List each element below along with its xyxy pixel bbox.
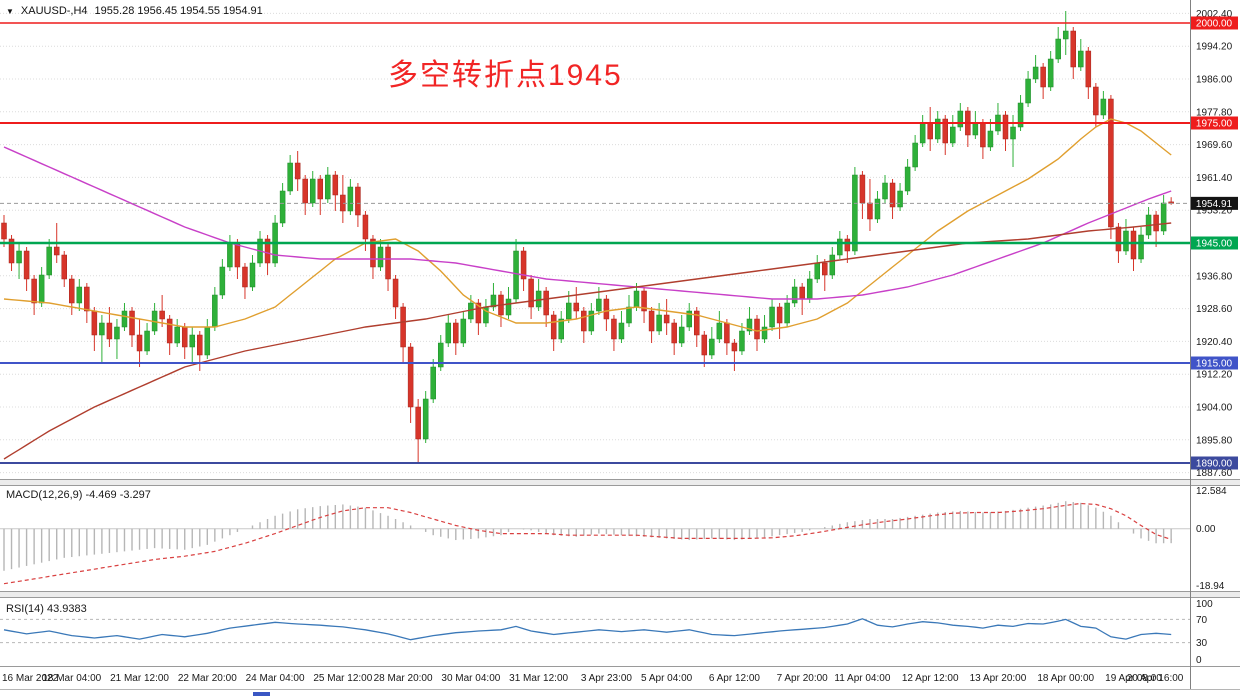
- price-tick-label: 1895.80: [1196, 435, 1233, 446]
- time-axis-label: 30 Mar 04:00: [441, 673, 500, 684]
- ohlc-readout: ▼ XAUUSD-,H4 1955.28 1956.45 1954.55 195…: [6, 5, 263, 17]
- time-axis-label: 21 Mar 12:00: [110, 673, 169, 684]
- rsi-line: [3, 618, 1172, 641]
- price-badge-1915.00: 1915.00: [1191, 356, 1238, 370]
- candles: [1, 11, 1174, 463]
- price-tick-label: 2002.40: [1196, 9, 1233, 20]
- time-axis-label: 19 Apr 08:00: [1105, 673, 1162, 684]
- svg-text:1954.91: 1954.91: [1196, 199, 1233, 210]
- time-axis-label: 22 Mar 20:00: [178, 673, 237, 684]
- rsi-label-text: RSI(14) 43.9383: [6, 603, 87, 615]
- ohlc-values: 1955.28 1956.45 1954.55 1954.91: [94, 5, 263, 17]
- rsi-axis-label: 70: [1196, 615, 1208, 626]
- price-tick-label: 1928.60: [1196, 304, 1233, 315]
- time-axis-label: 18 Apr 00:00: [1037, 673, 1094, 684]
- time-axis-label: 18 Mar 04:00: [42, 673, 101, 684]
- svg-text:2000.00: 2000.00: [1196, 19, 1233, 30]
- macd-signal-line: [3, 502, 1172, 585]
- price-tick-label: 1912.20: [1196, 370, 1233, 381]
- time-axis-label: 25 Mar 12:00: [313, 673, 372, 684]
- price-badge-1890.00: 1890.00: [1191, 456, 1238, 470]
- price-tick-label: 1920.40: [1196, 337, 1233, 348]
- price-badge-1975.00: 1975.00: [1191, 116, 1238, 130]
- svg-text:1890.00: 1890.00: [1196, 459, 1233, 470]
- time-axis-label: 16 Mar 2022: [2, 673, 59, 684]
- price-tick-label: 1953.20: [1196, 206, 1233, 217]
- price-tick-label: 1969.60: [1196, 140, 1233, 151]
- svg-text:1975.00: 1975.00: [1196, 119, 1233, 130]
- time-axis-label: 11 Apr 04:00: [834, 673, 890, 684]
- time-axis-label: 3 Apr 23:00: [581, 673, 633, 684]
- panel-separator[interactable]: [0, 591, 1240, 598]
- price-tick-label: 1977.80: [1196, 107, 1233, 118]
- price-tick-label: 1994.20: [1196, 42, 1233, 53]
- symbol-dropdown-icon[interactable]: ▼: [6, 6, 14, 16]
- price-badge-2000.00: 2000.00: [1191, 16, 1238, 30]
- time-axis-label: 12 Apr 12:00: [902, 673, 959, 684]
- rsi-label: RSI(14) 43.9383: [6, 603, 87, 615]
- macd-label: MACD(12,26,9) -4.469 -3.297: [6, 489, 151, 501]
- time-axis-label: 5 Apr 04:00: [641, 673, 693, 684]
- time-axis-label: 31 Mar 12:00: [509, 673, 568, 684]
- time-axis-label: 13 Apr 20:00: [970, 673, 1027, 684]
- panel-separator[interactable]: [0, 479, 1240, 486]
- rsi-axis-label: 30: [1196, 638, 1208, 649]
- ma-fast-line: [3, 118, 1172, 332]
- macd-axis-label: 0.00: [1196, 524, 1216, 535]
- time-axis-label: 24 Mar 04:00: [246, 673, 305, 684]
- price-tick-label: 1936.80: [1196, 271, 1233, 282]
- ma-mid-line: [3, 146, 1172, 300]
- rsi-axis-label: 100: [1196, 599, 1213, 610]
- time-axis-label: 28 Mar 20:00: [374, 673, 433, 684]
- time-axis-label: 20 Apr 16:00: [1127, 673, 1184, 684]
- chart-annotation-text: 多空转折点1945: [388, 59, 623, 92]
- price-tick-label: 1961.40: [1196, 173, 1233, 184]
- macd-label-text: MACD(12,26,9) -4.469 -3.297: [6, 489, 151, 501]
- svg-text:1945.00: 1945.00: [1196, 239, 1233, 250]
- rsi-axis-label: 0: [1196, 655, 1202, 666]
- price-badge-1945.00: 1945.00: [1191, 236, 1238, 250]
- symbol-timeframe-label: XAUUSD-,H4: [20, 5, 88, 17]
- h-scrollbar-thumb[interactable]: [253, 692, 270, 696]
- time-axis-label: 7 Apr 20:00: [777, 673, 829, 684]
- current-price-badge: 1954.91: [1191, 196, 1238, 210]
- price-tick-label: 1904.00: [1196, 403, 1233, 414]
- macd-axis-label: 12.584: [1196, 486, 1227, 497]
- price-tick-label: 1887.60: [1196, 468, 1233, 479]
- svg-text:1915.00: 1915.00: [1196, 359, 1233, 370]
- time-axis-label: 6 Apr 12:00: [709, 673, 761, 684]
- price-tick-label: 1986.00: [1196, 75, 1233, 86]
- macd-axis-label: -18.94: [1196, 581, 1225, 592]
